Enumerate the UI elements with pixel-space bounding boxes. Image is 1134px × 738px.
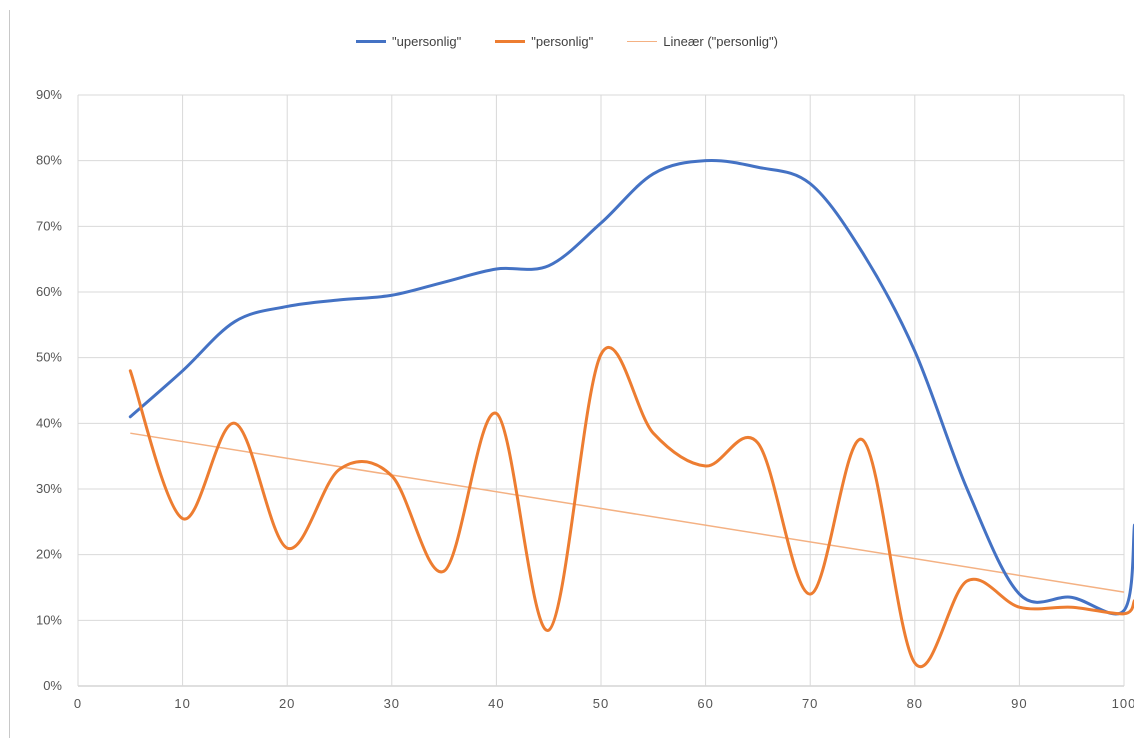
x-tick-label: 30 [384, 696, 400, 711]
y-tick-label: 90% [36, 87, 62, 102]
series-trendline-personlig [130, 432, 1125, 593]
legend-label-upersonlig: "upersonlig" [392, 34, 462, 49]
y-tick-label: 50% [36, 350, 62, 365]
series-line-upersonlig [128, 158, 1134, 616]
x-tick-label: 80 [907, 696, 923, 711]
series-line-personlig [128, 345, 1134, 668]
x-tick-label: 20 [279, 696, 295, 711]
legend-label-trendline: Lineær ("personlig") [663, 34, 778, 49]
x-tick-label: 0 [74, 696, 82, 711]
y-tick-label: 80% [36, 153, 62, 168]
x-tick-label: 10 [174, 696, 190, 711]
y-tick-label: 20% [36, 547, 62, 562]
x-tick-label: 40 [488, 696, 504, 711]
y-tick-label: 10% [36, 612, 62, 627]
legend: "upersonlig" "personlig" Lineær ("person… [0, 34, 1134, 49]
legend-swatch-personlig [495, 40, 526, 43]
legend-item-personlig: "personlig" [495, 34, 593, 49]
y-tick-label: 70% [36, 218, 62, 233]
y-tick-label: 40% [36, 415, 62, 430]
left-border-line [9, 10, 10, 738]
y-tick-label: 30% [36, 481, 62, 496]
legend-item-trendline: Lineær ("personlig") [627, 34, 778, 49]
y-tick-label: 60% [36, 284, 62, 299]
y-tick-label: 0% [43, 678, 62, 693]
x-tick-label: 100 [1112, 696, 1134, 711]
legend-swatch-trendline [627, 40, 658, 43]
x-tick-label: 50 [593, 696, 609, 711]
x-tick-label: 70 [802, 696, 818, 711]
legend-label-personlig: "personlig" [531, 34, 594, 49]
legend-swatch-upersonlig [356, 40, 387, 43]
x-tick-label: 90 [1011, 696, 1027, 711]
legend-item-upersonlig: "upersonlig" [356, 34, 461, 49]
x-tick-label: 60 [697, 696, 713, 711]
